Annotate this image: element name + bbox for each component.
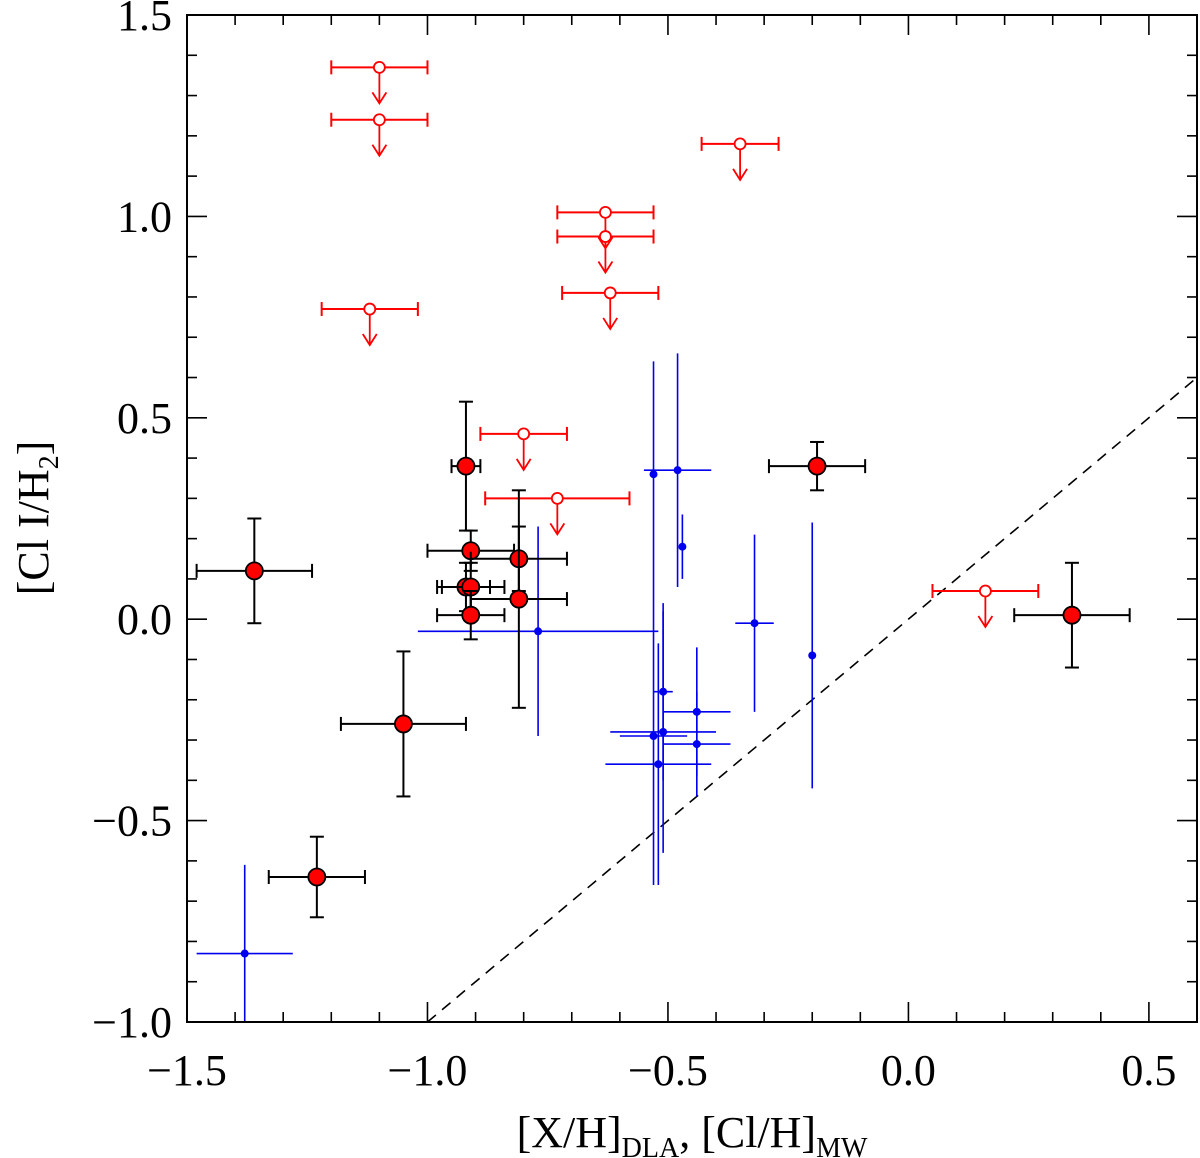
upper-limit-arrowhead — [362, 333, 378, 347]
upper-limit-arrowhead — [371, 144, 388, 158]
upper-limit-arrowhead — [549, 522, 566, 537]
y-tick-label: 1.5 — [117, 0, 172, 40]
y-tick-label: 0.5 — [117, 394, 172, 443]
mw-marker — [534, 627, 543, 636]
upper-limit-arrowhead — [597, 261, 614, 275]
upper-limit-arrowhead — [602, 317, 618, 331]
detection-point — [436, 590, 506, 641]
upper-limit-point — [561, 285, 660, 331]
upper-limit-point — [700, 136, 780, 182]
mw-point — [808, 522, 817, 789]
mw-point — [417, 526, 659, 737]
detection-marker — [244, 561, 264, 581]
detection-point — [767, 440, 867, 492]
upper-limit-point — [484, 491, 631, 537]
detection-marker — [394, 714, 413, 734]
detection-marker — [461, 605, 481, 625]
x-tick-label: 0.5 — [1121, 1046, 1176, 1095]
detection-point — [195, 517, 314, 625]
mw-point — [619, 586, 688, 886]
mw-point — [605, 643, 712, 886]
upper-limit-arrowhead — [977, 615, 994, 629]
upper-limit-point — [556, 205, 655, 251]
y-axis-title: [Cl I/H2] — [9, 441, 65, 596]
upper-limit-point — [330, 112, 429, 158]
mw-point — [643, 353, 712, 587]
mw-marker — [750, 619, 759, 628]
upper-limit-marker — [363, 302, 377, 316]
axis-ticks — [186, 14, 1198, 1023]
mw-marker — [692, 740, 701, 749]
mw-marker — [659, 727, 668, 736]
upper-limit-point — [931, 584, 1040, 629]
upper-limit-marker — [599, 230, 612, 243]
detection-point — [267, 835, 366, 919]
upper-limit-marker — [603, 286, 617, 300]
mw-point — [663, 691, 731, 797]
upper-limit-point — [556, 229, 655, 275]
upper-limit-marker — [372, 60, 386, 74]
mw-point — [196, 864, 293, 1022]
mw-marker — [678, 542, 687, 551]
mw-point — [735, 534, 774, 712]
upper-limit-marker — [550, 491, 564, 505]
plot-marks — [195, 60, 1198, 1023]
upper-limit-marker — [599, 205, 612, 219]
plot-frame — [186, 14, 1198, 1023]
y-tick-label: 0.0 — [117, 595, 172, 644]
upper-limit-marker — [978, 584, 992, 598]
upper-limit-arrowhead — [371, 91, 388, 106]
x-tick-label: 0.0 — [881, 1046, 936, 1095]
mw-marker — [808, 651, 817, 660]
upper-limit-marker — [372, 113, 386, 127]
mw-marker — [673, 466, 682, 475]
detection-point — [339, 650, 467, 798]
detection-point — [469, 489, 568, 709]
mw-marker — [649, 732, 658, 741]
tick-labels: −1.5 −1.0 −0.5 0.0 0.5−1.0−0.50.00.51.01.5 — [92, 0, 1176, 1095]
upper-limit-point — [479, 426, 568, 472]
detection-marker — [456, 456, 476, 476]
mw-point — [678, 514, 687, 579]
upper-limit-marker — [733, 137, 747, 151]
detection-point — [450, 400, 482, 532]
x-tick-label: −1.0 — [388, 1046, 468, 1095]
x-axis-title: [X/H]DLA, [Cl/H]MW — [517, 1108, 868, 1158]
upper-limit-point — [320, 302, 419, 347]
mw-marker — [654, 760, 663, 769]
y-tick-label: 1.0 — [117, 192, 172, 241]
mw-marker — [649, 470, 658, 479]
upper-limit-arrowhead — [515, 458, 532, 472]
mw-marker — [240, 949, 249, 958]
detection-marker — [307, 867, 327, 887]
upper-limit-marker — [517, 427, 531, 441]
y-tick-label: −1.0 — [92, 998, 172, 1047]
detection-point — [1013, 561, 1131, 669]
upper-limit-arrowhead — [732, 168, 748, 182]
detection-marker — [509, 589, 529, 609]
x-tick-label: −0.5 — [628, 1046, 708, 1095]
detection-marker — [807, 456, 827, 476]
mw-point — [610, 611, 717, 853]
x-tick-label: −1.5 — [147, 1046, 227, 1095]
upper-limit-point — [330, 60, 429, 106]
detection-marker — [1062, 605, 1082, 625]
mw-point — [649, 361, 658, 587]
y-tick-label: −0.5 — [92, 797, 172, 846]
